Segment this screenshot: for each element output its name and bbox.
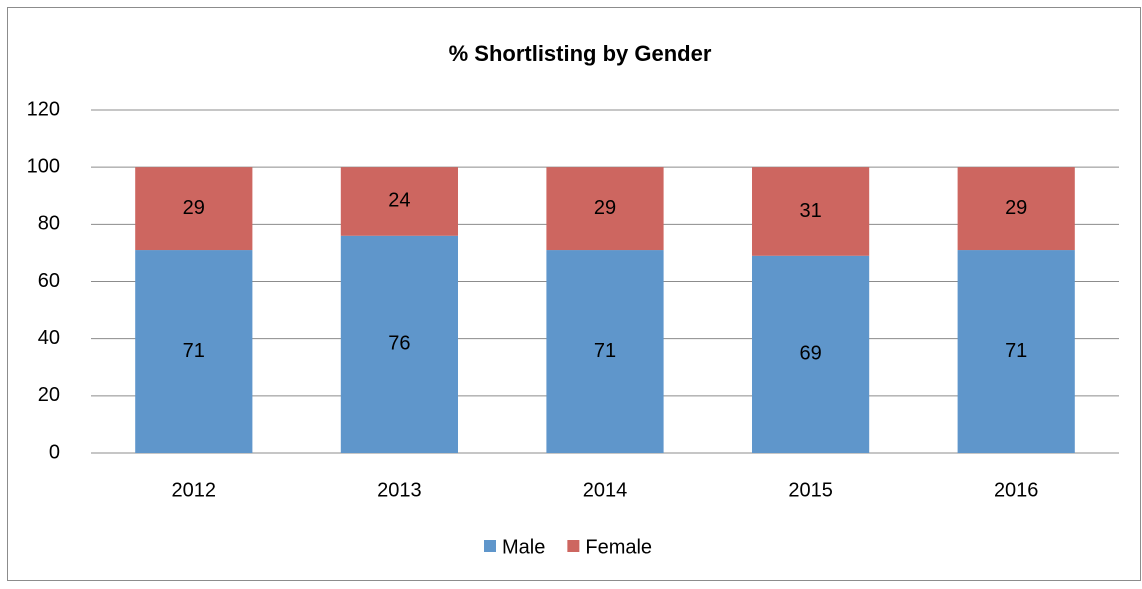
legend-label: Female xyxy=(585,536,652,558)
data-label: 31 xyxy=(799,200,821,222)
y-tick-label: 20 xyxy=(38,384,60,406)
data-label: 71 xyxy=(183,340,205,362)
bar-segment xyxy=(752,255,870,453)
data-label: 71 xyxy=(594,340,616,362)
x-tick-label: 2014 xyxy=(583,479,628,501)
bar-segment xyxy=(752,167,870,256)
bar-segment xyxy=(546,250,664,453)
x-tick-label: 2012 xyxy=(172,479,217,501)
data-label: 29 xyxy=(183,197,205,219)
legend-label: Male xyxy=(502,536,545,558)
bar-segment xyxy=(340,167,458,236)
y-tick-label: 60 xyxy=(38,270,60,292)
y-tick-label: 120 xyxy=(27,98,60,120)
y-tick-label: 80 xyxy=(38,213,60,235)
data-label: 29 xyxy=(594,197,616,219)
bar-segment xyxy=(957,250,1075,453)
legend-swatch xyxy=(484,540,496,552)
data-label: 29 xyxy=(1005,197,1027,219)
y-tick-label: 100 xyxy=(27,155,60,177)
legend-swatch xyxy=(567,540,580,552)
data-label: 71 xyxy=(1005,340,1027,362)
data-label: 24 xyxy=(388,190,410,212)
y-tick-label: 0 xyxy=(49,441,60,463)
chart-title: % Shortlisting by Gender xyxy=(449,41,712,66)
bar-segment xyxy=(546,167,664,251)
data-label: 69 xyxy=(799,343,821,365)
x-tick-label: 2016 xyxy=(994,479,1039,501)
y-tick-label: 40 xyxy=(38,327,60,349)
bar-segment xyxy=(135,167,253,251)
x-tick-label: 2015 xyxy=(788,479,833,501)
x-tick-label: 2013 xyxy=(377,479,422,501)
data-label: 76 xyxy=(388,333,410,355)
bar-segment xyxy=(957,167,1075,251)
bar-segment xyxy=(135,250,253,453)
bar-segment xyxy=(340,235,458,453)
